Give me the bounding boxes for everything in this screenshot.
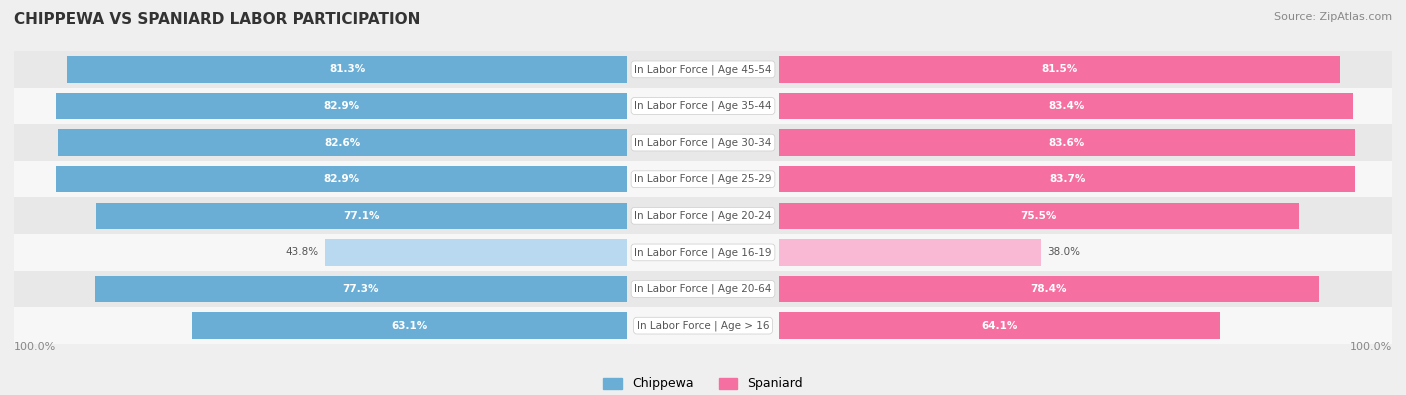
Bar [58,130,627,156]
Text: 83.4%: 83.4% [1047,101,1084,111]
Bar [14,161,1392,198]
Text: In Labor Force | Age 20-24: In Labor Force | Age 20-24 [634,211,772,221]
Text: 77.3%: 77.3% [343,284,380,294]
Bar [779,93,1354,119]
Text: In Labor Force | Age 25-29: In Labor Force | Age 25-29 [634,174,772,184]
Bar [14,198,1392,234]
Text: 81.5%: 81.5% [1042,64,1077,74]
Legend: Chippewa, Spaniard: Chippewa, Spaniard [598,372,808,395]
Bar [779,166,1355,192]
Bar [14,234,1392,271]
Text: 100.0%: 100.0% [14,342,56,352]
Text: In Labor Force | Age 16-19: In Labor Force | Age 16-19 [634,247,772,258]
Bar [325,239,627,265]
Text: 82.9%: 82.9% [323,101,360,111]
Bar [779,203,1299,229]
Text: In Labor Force | Age > 16: In Labor Force | Age > 16 [637,320,769,331]
Bar [56,93,627,119]
Text: 77.1%: 77.1% [343,211,380,221]
Bar [779,312,1220,339]
Bar [14,307,1392,344]
Text: 75.5%: 75.5% [1021,211,1057,221]
Text: 38.0%: 38.0% [1047,247,1080,258]
Text: In Labor Force | Age 35-44: In Labor Force | Age 35-44 [634,101,772,111]
Text: 81.3%: 81.3% [329,64,366,74]
Text: Source: ZipAtlas.com: Source: ZipAtlas.com [1274,12,1392,22]
Bar [67,56,627,83]
Bar [56,166,627,192]
Bar [779,130,1355,156]
Text: In Labor Force | Age 20-64: In Labor Force | Age 20-64 [634,284,772,294]
Bar [96,203,627,229]
Text: In Labor Force | Age 30-34: In Labor Force | Age 30-34 [634,137,772,148]
Text: 100.0%: 100.0% [1350,342,1392,352]
Bar [14,51,1392,88]
Text: 83.7%: 83.7% [1049,174,1085,184]
Bar [14,271,1392,307]
Bar [94,276,627,302]
Text: 78.4%: 78.4% [1031,284,1067,294]
Text: CHIPPEWA VS SPANIARD LABOR PARTICIPATION: CHIPPEWA VS SPANIARD LABOR PARTICIPATION [14,12,420,27]
Text: In Labor Force | Age 45-54: In Labor Force | Age 45-54 [634,64,772,75]
Bar [14,124,1392,161]
Text: 43.8%: 43.8% [285,247,319,258]
Text: 64.1%: 64.1% [981,321,1018,331]
Text: 63.1%: 63.1% [392,321,427,331]
Bar [779,276,1319,302]
Text: 82.9%: 82.9% [323,174,360,184]
Text: 82.6%: 82.6% [325,137,361,148]
Bar [779,56,1340,83]
Bar [193,312,627,339]
Bar [779,239,1040,265]
Bar [14,88,1392,124]
Text: 83.6%: 83.6% [1049,137,1085,148]
